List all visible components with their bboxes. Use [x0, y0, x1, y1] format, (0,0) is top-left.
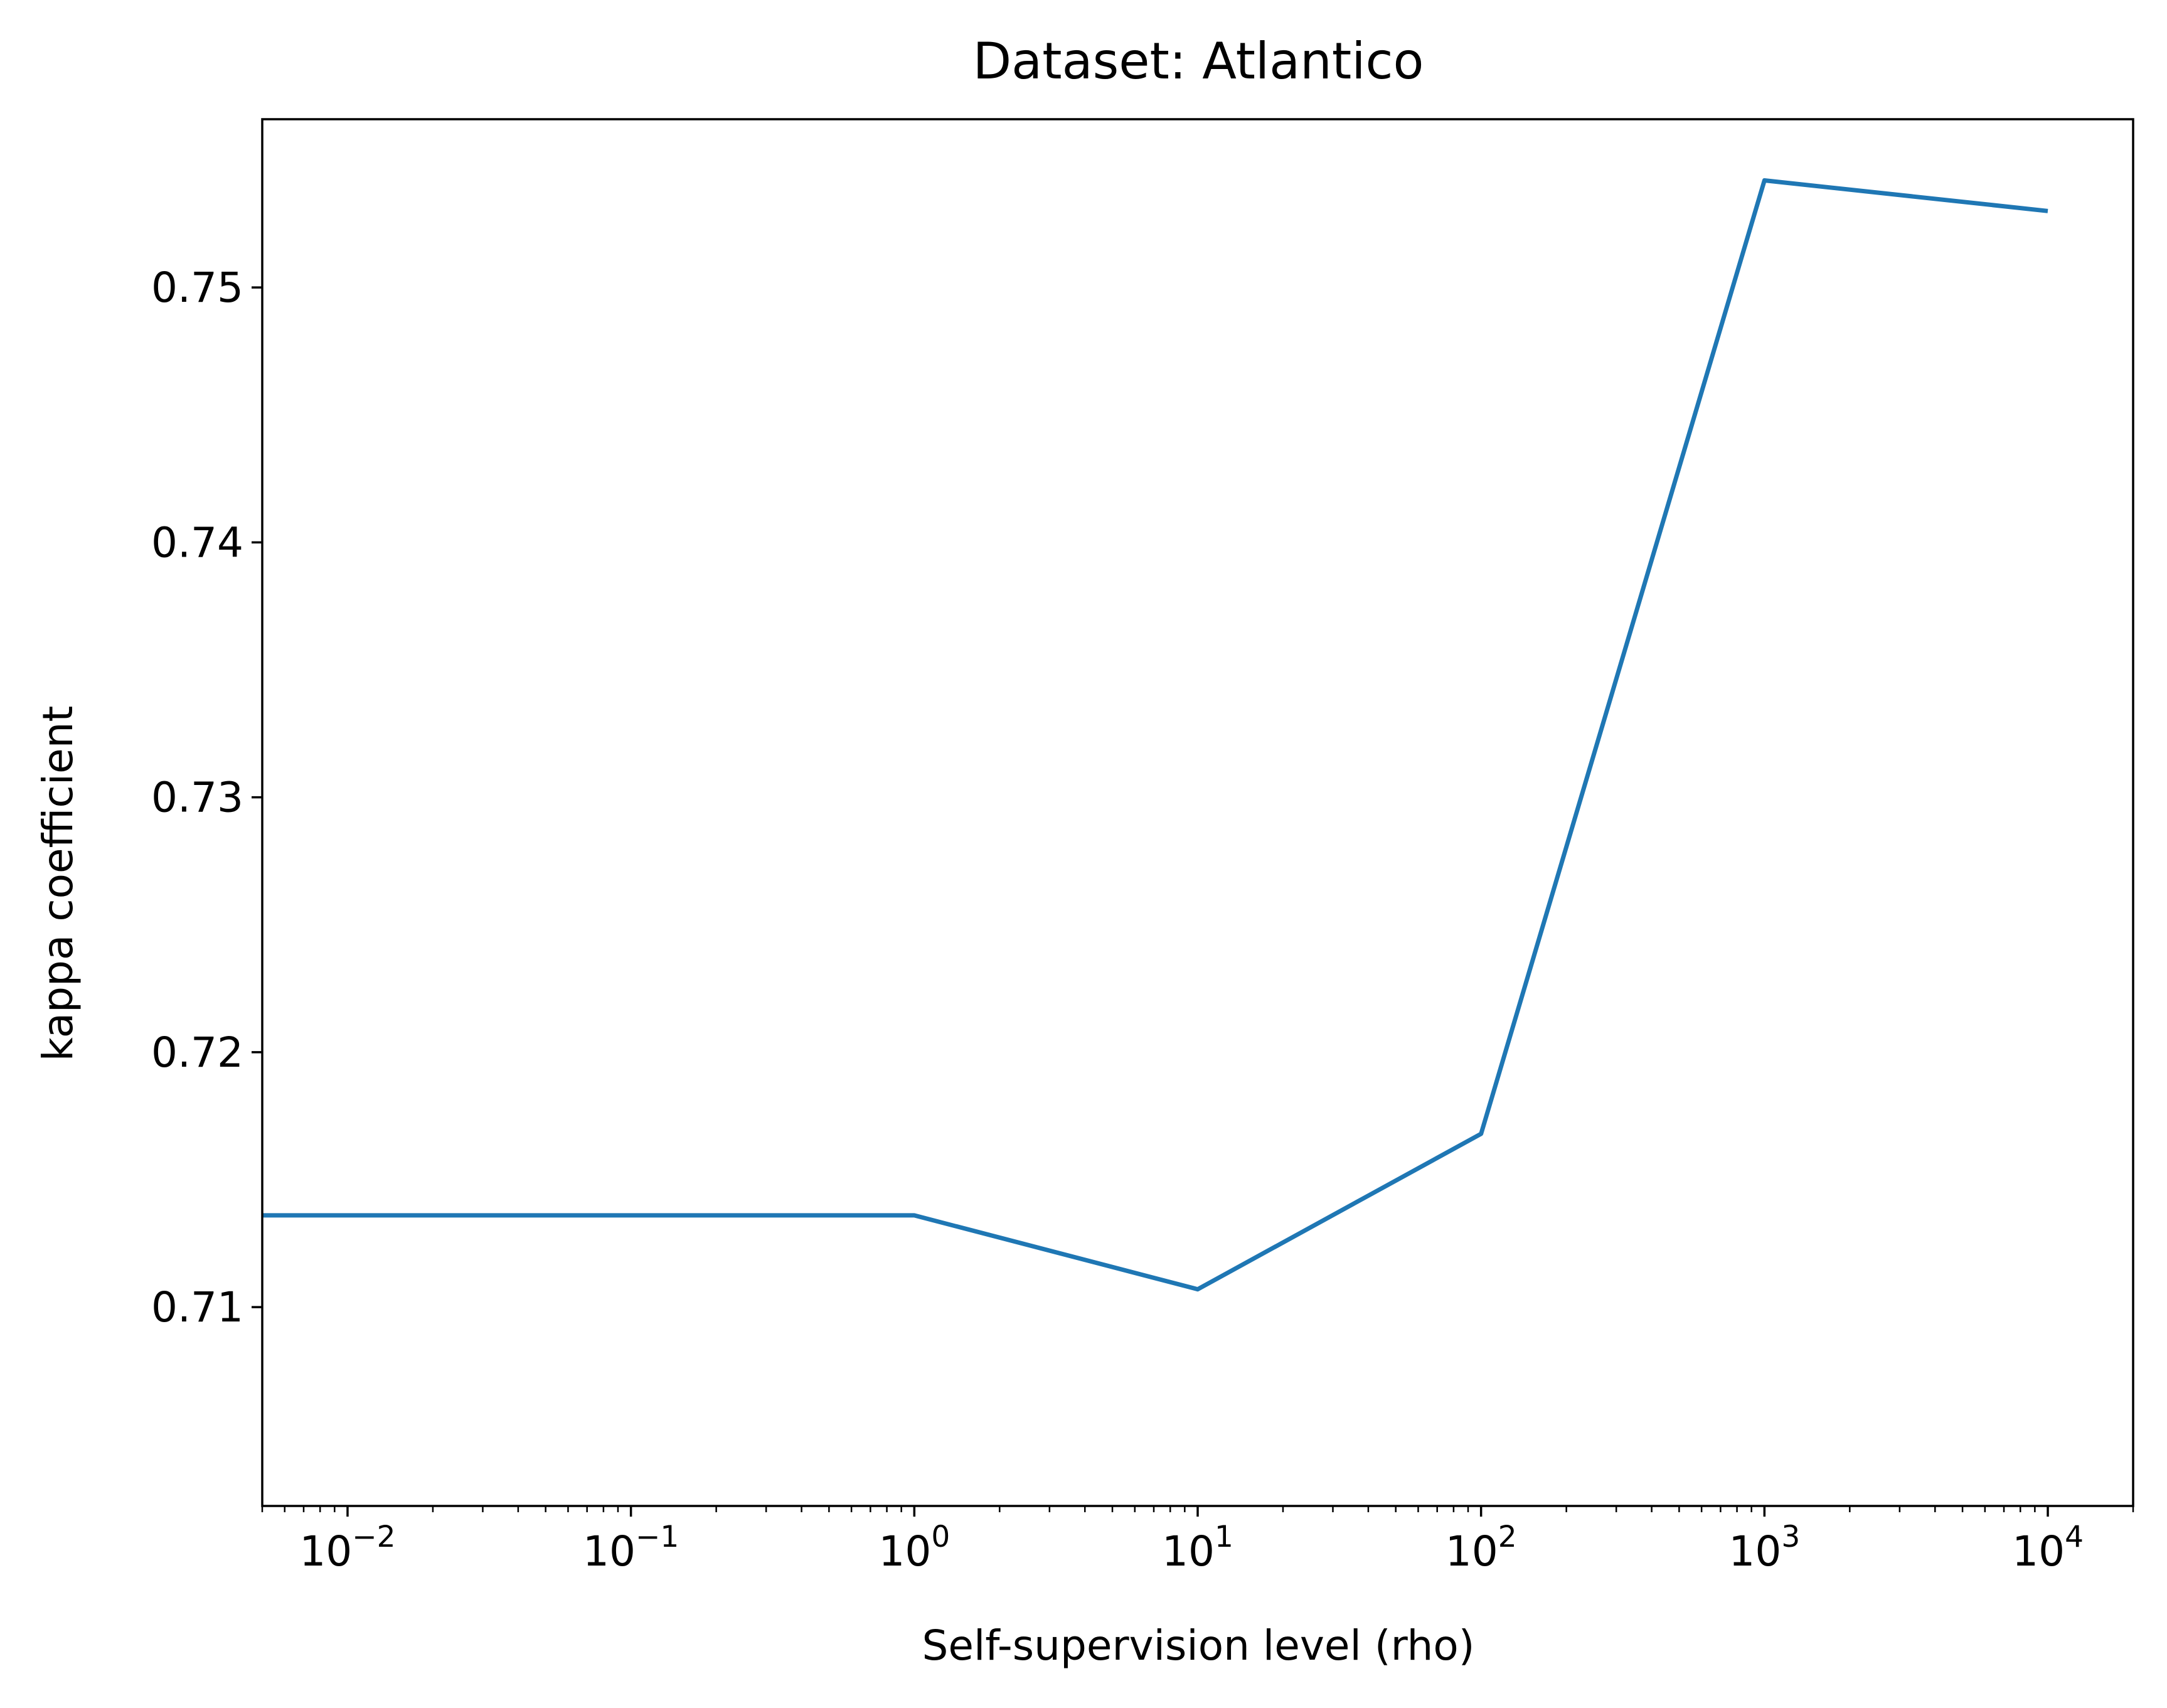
x-tick-label: 10−1: [583, 1520, 679, 1576]
x-tick-label: 10−2: [299, 1520, 395, 1576]
series-line-1: [262, 178, 2048, 1292]
y-tick-label: 0.71: [151, 1283, 243, 1332]
x-tick-label: 102: [1446, 1520, 1517, 1576]
x-tick-label: 100: [878, 1520, 950, 1576]
x-tick-label: 104: [2012, 1520, 2084, 1576]
y-tick-label: 0.72: [151, 1028, 243, 1077]
y-tick-label: 0.73: [151, 774, 243, 822]
x-tick-label: 103: [1728, 1520, 1800, 1576]
y-tick-label: 0.74: [151, 518, 243, 567]
plot-area: 0.71 0.72 0.73 0.74 0.75 10−2 10−1 100 101 102 103…: [151, 118, 2134, 1576]
chart-title: Dataset: Atlantico: [973, 32, 1424, 90]
y-axis-label: kappa coefficient: [34, 706, 82, 1062]
x-tick-label: 101: [1162, 1520, 1233, 1576]
x-axis-label: Self-supervision level (rho): [922, 1621, 1474, 1670]
y-tick-label: 0.75: [151, 264, 243, 312]
